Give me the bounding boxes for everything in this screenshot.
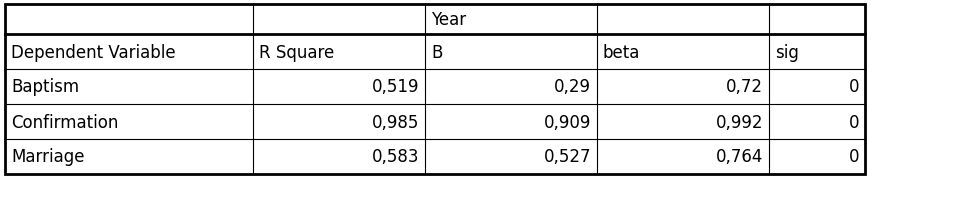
Text: Dependent Variable: Dependent Variable [11,43,176,61]
Text: 0,583: 0,583 [372,148,419,166]
Text: Year: Year [431,11,467,29]
Text: 0,985: 0,985 [372,113,419,131]
Text: Marriage: Marriage [11,148,84,166]
Text: 0: 0 [849,78,859,96]
Text: B: B [431,43,443,61]
Text: Baptism: Baptism [11,78,79,96]
Text: Confirmation: Confirmation [11,113,118,131]
Text: R Square: R Square [259,43,334,61]
Text: 0,992: 0,992 [715,113,763,131]
Text: 0,29: 0,29 [554,78,591,96]
Text: 0: 0 [849,113,859,131]
Text: 0,72: 0,72 [726,78,763,96]
Text: beta: beta [603,43,640,61]
Text: 0,764: 0,764 [715,148,763,166]
Text: sig: sig [775,43,799,61]
Text: 0: 0 [849,148,859,166]
Text: 0,519: 0,519 [372,78,419,96]
Text: 0,909: 0,909 [543,113,591,131]
Bar [5,5,865,174]
Text: 0,527: 0,527 [543,148,591,166]
